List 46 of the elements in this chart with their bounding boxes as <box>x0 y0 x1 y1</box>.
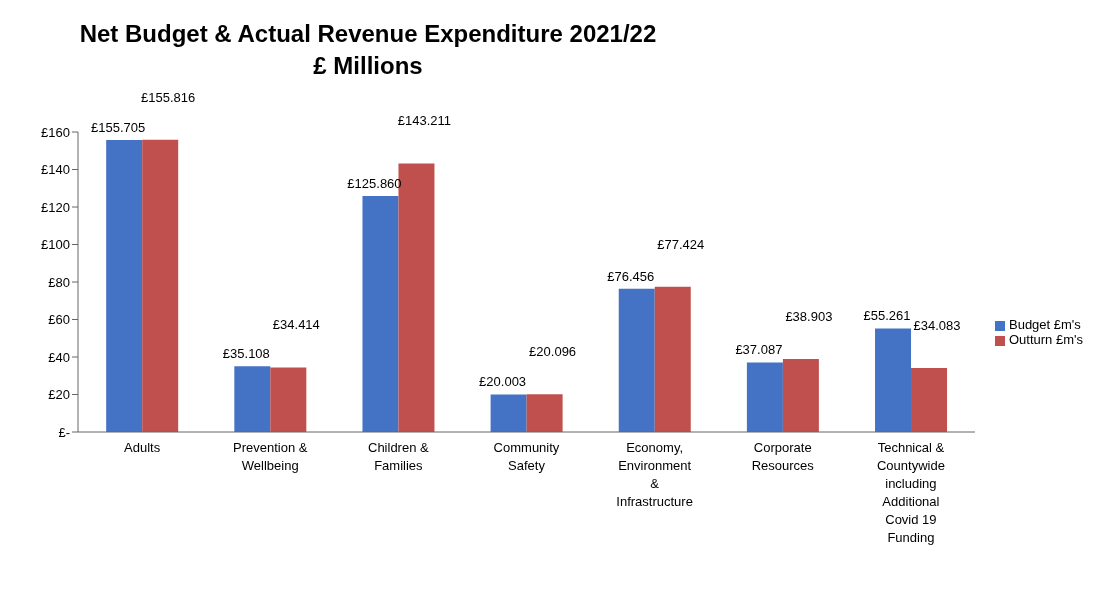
y-tick-label: £60 <box>48 312 70 328</box>
x-tick-label: Corporate Resources <box>751 440 815 473</box>
legend-label: Outturn £m's <box>1008 332 1083 347</box>
data-label: £38.903 <box>785 309 833 325</box>
data-label: £20.096 <box>529 344 577 360</box>
bar <box>526 394 563 432</box>
x-tick-label: Adults <box>124 440 161 455</box>
data-label: £155.705 <box>91 120 146 136</box>
y-tick-label: £20 <box>48 387 70 403</box>
data-label: £155.816 <box>141 89 196 105</box>
data-label: £143.211 <box>397 113 452 129</box>
x-tick-label: Economy, Environment & Infrastructure <box>616 440 693 509</box>
data-label: £76.456 <box>607 268 655 284</box>
bar <box>106 140 143 432</box>
data-label: £37.087 <box>735 342 783 358</box>
bar <box>270 367 307 432</box>
y-tick-label: £120 <box>41 199 70 215</box>
data-label: £34.083 <box>913 318 961 334</box>
x-tick-label: Community Safety <box>493 440 560 473</box>
bar <box>142 139 179 432</box>
bar <box>490 394 527 432</box>
bar <box>654 286 691 432</box>
bar <box>618 288 655 432</box>
data-label: £55.261 <box>863 308 911 324</box>
data-label: £77.424 <box>657 236 705 252</box>
y-tick-label: £140 <box>41 162 70 178</box>
chart-subtitle: £ Millions <box>312 51 424 81</box>
x-tick-label: Technical & Countywide including Additional Covid 19 Funding <box>876 440 945 545</box>
x-tick-label: Prevention & Wellbeing <box>232 440 308 473</box>
y-tick-label: £100 <box>41 237 70 253</box>
y-tick-label: £80 <box>48 274 70 290</box>
y-tick-label: £40 <box>48 349 70 365</box>
bar <box>911 368 948 432</box>
bar <box>782 359 819 432</box>
bar <box>362 196 399 432</box>
legend-label: Budget £m's <box>1008 317 1081 332</box>
data-label: £35.108 <box>222 346 270 362</box>
y-tick-label: £- <box>58 424 70 440</box>
chart-title: Net Budget & Actual Revenue Expenditure 2021/22 <box>78 19 658 49</box>
bar <box>875 328 912 432</box>
y-tick-label: £160 <box>41 124 70 140</box>
data-label: £34.414 <box>272 317 320 333</box>
bar <box>746 362 783 432</box>
x-tick-label: Children & Families <box>368 440 430 473</box>
bar <box>234 366 271 432</box>
data-label: £20.003 <box>479 374 527 390</box>
